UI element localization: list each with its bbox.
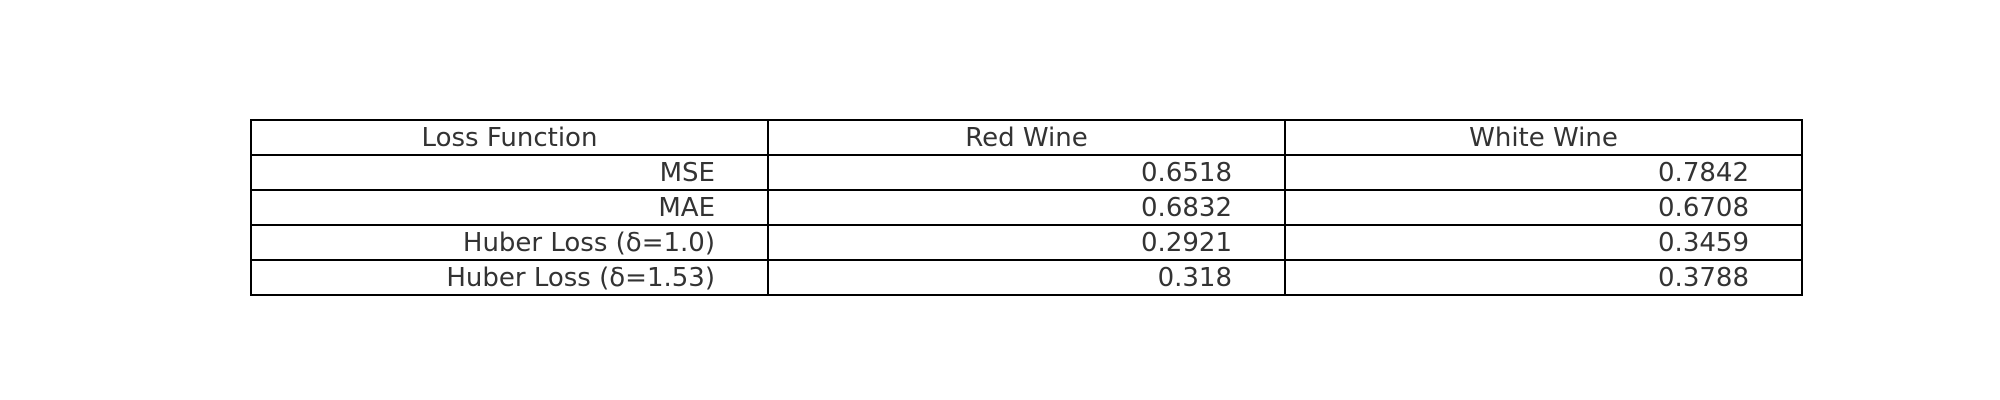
red-wine-value-cell: 0.318 bbox=[767, 259, 1286, 296]
column-header-loss-function: Loss Function bbox=[250, 119, 769, 156]
white-wine-value-cell: 0.7842 bbox=[1284, 154, 1803, 191]
loss-function-cell: Huber Loss (δ=1.0) bbox=[250, 224, 769, 261]
white-wine-value-cell: 0.3459 bbox=[1284, 224, 1803, 261]
loss-function-cell: MSE bbox=[250, 154, 769, 191]
loss-function-cell: MAE bbox=[250, 189, 769, 226]
column-header-red-wine: Red Wine bbox=[767, 119, 1286, 156]
red-wine-value-cell: 0.6518 bbox=[767, 154, 1286, 191]
table-row: Huber Loss (δ=1.0) 0.2921 0.3459 bbox=[250, 224, 1803, 261]
table-row: MAE 0.6832 0.6708 bbox=[250, 189, 1803, 226]
red-wine-value-cell: 0.2921 bbox=[767, 224, 1286, 261]
table-row: MSE 0.6518 0.7842 bbox=[250, 154, 1803, 191]
table-row: Huber Loss (δ=1.53) 0.318 0.3788 bbox=[250, 259, 1803, 296]
white-wine-value-cell: 0.3788 bbox=[1284, 259, 1803, 296]
column-header-white-wine: White Wine bbox=[1284, 119, 1803, 156]
loss-function-cell: Huber Loss (δ=1.53) bbox=[250, 259, 769, 296]
results-table-container: Loss Function Red Wine White Wine MSE 0.… bbox=[250, 119, 1803, 296]
table-header-row: Loss Function Red Wine White Wine bbox=[250, 119, 1803, 156]
loss-comparison-table: Loss Function Red Wine White Wine MSE 0.… bbox=[250, 119, 1803, 296]
red-wine-value-cell: 0.6832 bbox=[767, 189, 1286, 226]
white-wine-value-cell: 0.6708 bbox=[1284, 189, 1803, 226]
